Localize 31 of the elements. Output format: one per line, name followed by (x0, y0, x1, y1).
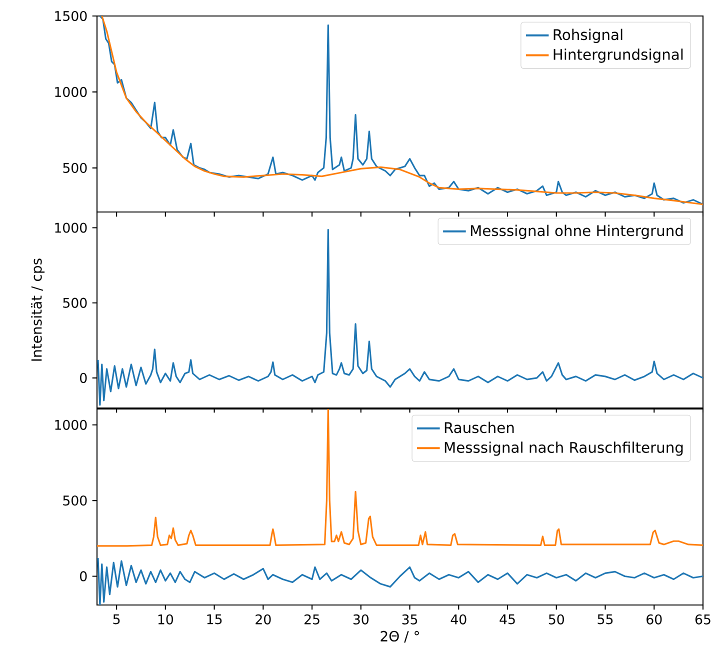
y-tick-label: 0 (80, 571, 87, 582)
x-tick-label: 5 (113, 614, 120, 624)
y-tick-label: 1000 (55, 420, 87, 430)
legend-label: Messsignal ohne Hintergrund (470, 224, 683, 239)
y-tick-label: 500 (63, 495, 87, 506)
x-tick-label: 30 (353, 614, 369, 624)
legend-label: Rauschen (444, 422, 514, 434)
x-tick-label: 10 (158, 614, 174, 624)
x-tick-label: 25 (304, 614, 320, 624)
x-tick-label: 60 (646, 614, 662, 624)
y-tick-label: 1000 (55, 86, 87, 98)
x-tick-label: 40 (450, 614, 466, 624)
x-tick-label: 45 (500, 614, 515, 624)
x-tick-label: 20 (256, 614, 271, 624)
x-tick-label: 65 (695, 614, 710, 624)
y-tick-label: 1000 (55, 222, 87, 233)
x-tick-label: 15 (207, 614, 222, 624)
legend-label: Hintergrundsignal (554, 48, 683, 63)
x-tick-label: 55 (598, 614, 613, 624)
x-tick-label: 50 (548, 614, 564, 624)
legend-label: Rohsignal (554, 28, 622, 44)
x-tick-label: 35 (402, 614, 418, 624)
line-series (97, 408, 703, 547)
y-tick-label: 0 (80, 372, 87, 383)
y-tick-label: 500 (63, 162, 87, 173)
line-series (97, 557, 703, 605)
legend-label: Messsignal nach Rauschfilterung (444, 442, 683, 456)
x-axis-title: 2Θ / ° (380, 630, 419, 643)
y-axis-title: Intensität / cps (31, 258, 45, 361)
y-tick-label: 1500 (55, 10, 87, 22)
y-tick-label: 500 (63, 298, 87, 308)
